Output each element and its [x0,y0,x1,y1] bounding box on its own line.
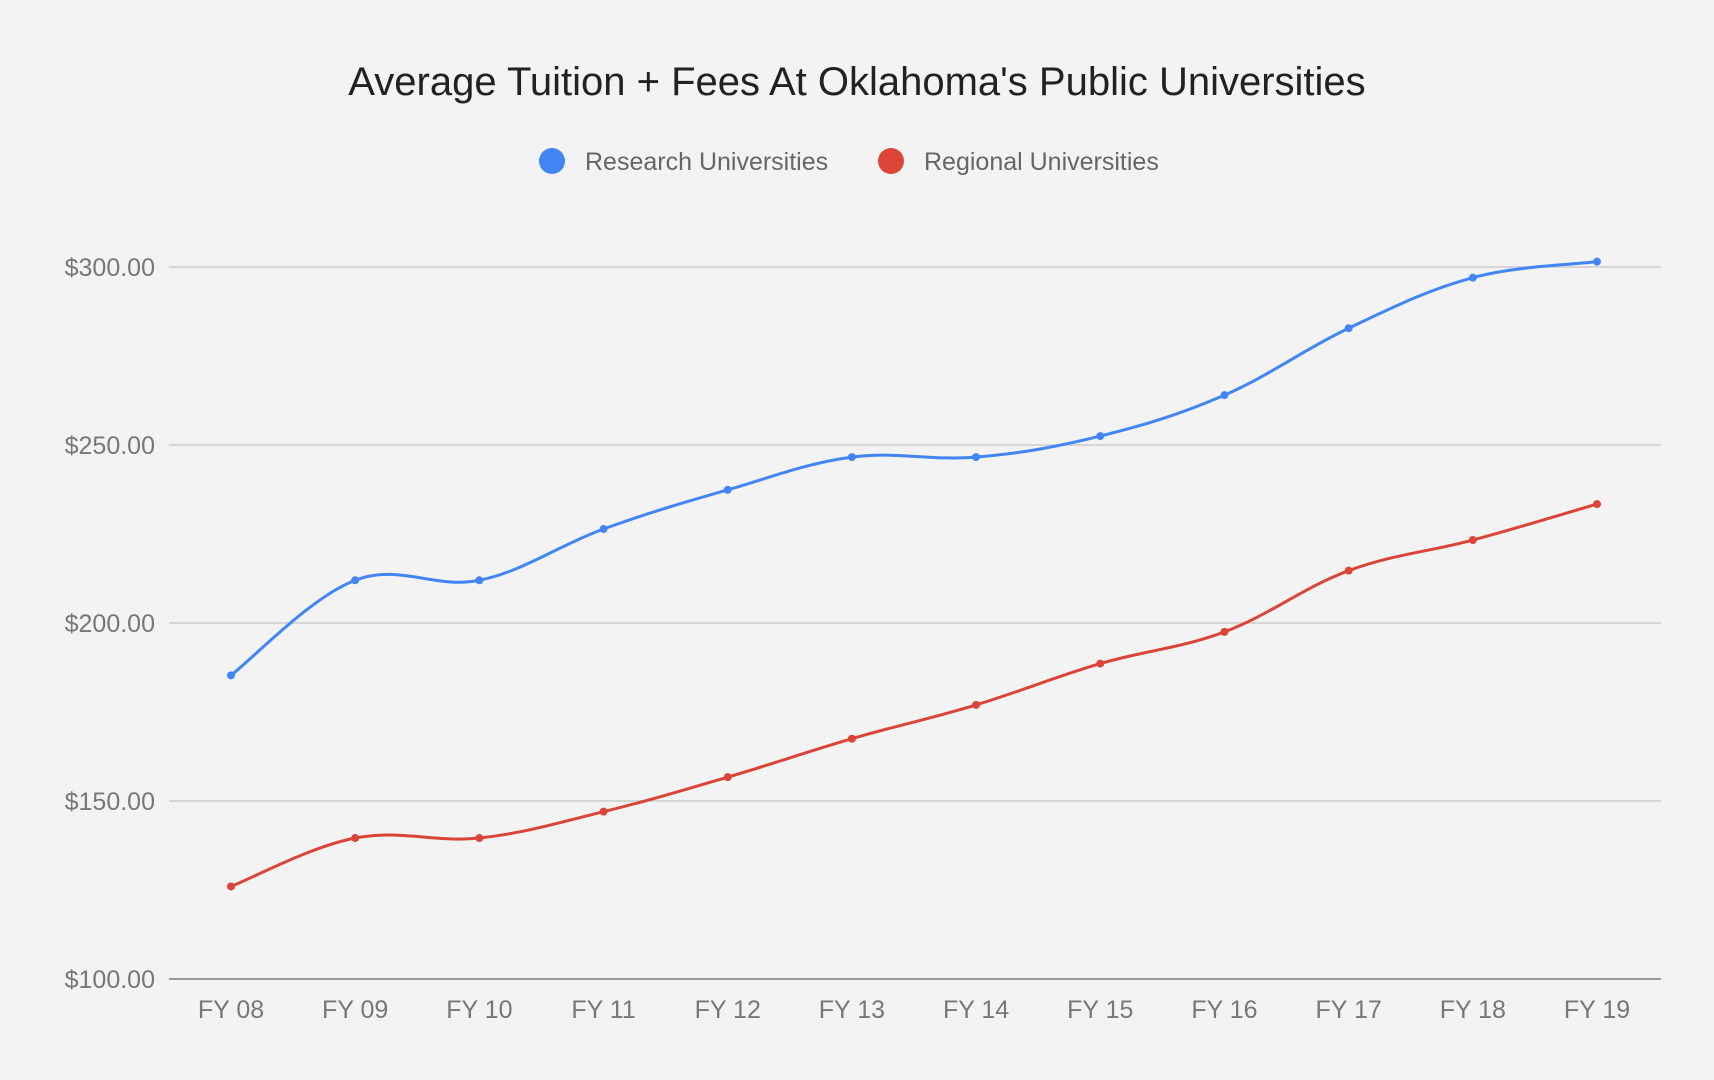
y-tick-label: $150.00 [65,788,155,816]
data-point[interactable] [1344,566,1353,575]
x-axis: FY 08 FY 09 FY 10 FY 11 FY 12 FY 13 FY 14 FY 15… [198,996,1630,1024]
data-point[interactable] [1593,500,1601,509]
data-point[interactable] [475,576,484,585]
data-point[interactable] [1220,391,1229,400]
x-tick-label: FY 18 [1440,996,1506,1024]
x-tick-label: FY 08 [198,996,264,1024]
legend-label[interactable]: Research Universities [585,148,828,176]
x-tick-label: FY 14 [943,996,1009,1024]
data-point[interactable] [1096,432,1105,441]
chart-title: Average Tuition + Fees At Oklahoma's Pub… [348,60,1365,104]
data-point[interactable] [1220,627,1229,636]
data-point[interactable] [1096,659,1105,668]
x-tick-label: FY 12 [695,996,761,1024]
y-tick-label: $100.00 [65,966,155,994]
series-group [227,257,1601,891]
data-point[interactable] [972,700,981,709]
legend-label[interactable]: Regional Universities [924,148,1159,176]
data-point[interactable] [1344,324,1353,333]
data-point[interactable] [599,807,608,816]
y-axis: $100.00 $150.00 $200.00 $250.00 $300.00 [65,254,155,994]
series-line-1 [230,502,1598,888]
data-point[interactable] [351,576,360,585]
x-tick-label: FY 10 [446,996,512,1024]
data-point[interactable] [723,485,732,494]
x-tick-label: FY 13 [819,996,885,1024]
gridlines [169,266,1661,980]
y-tick-label: $300.00 [65,254,155,282]
x-tick-label: FY 19 [1564,996,1630,1024]
legend: Research Universities Regional Universiti… [539,148,1159,176]
data-point[interactable] [227,882,235,891]
x-tick-label: FY 15 [1067,996,1133,1024]
y-tick-label: $250.00 [65,432,155,460]
x-tick-label: FY 16 [1191,996,1257,1024]
data-point[interactable] [227,671,235,680]
data-point[interactable] [972,453,981,462]
data-point[interactable] [847,734,856,743]
data-point[interactable] [847,453,856,462]
data-point[interactable] [1468,273,1477,282]
series-line-0 [230,260,1598,677]
data-point[interactable] [599,525,608,534]
y-tick-label: $200.00 [65,610,155,638]
data-point[interactable] [723,773,732,782]
data-point[interactable] [1468,536,1477,545]
x-tick-label: FY 17 [1316,996,1382,1024]
legend-marker [539,148,565,174]
data-point[interactable] [1593,257,1601,266]
x-tick-label: FY 09 [322,996,388,1024]
x-tick-label: FY 11 [571,996,635,1024]
legend-marker [878,148,904,174]
data-point[interactable] [475,834,484,843]
data-point[interactable] [351,834,360,843]
